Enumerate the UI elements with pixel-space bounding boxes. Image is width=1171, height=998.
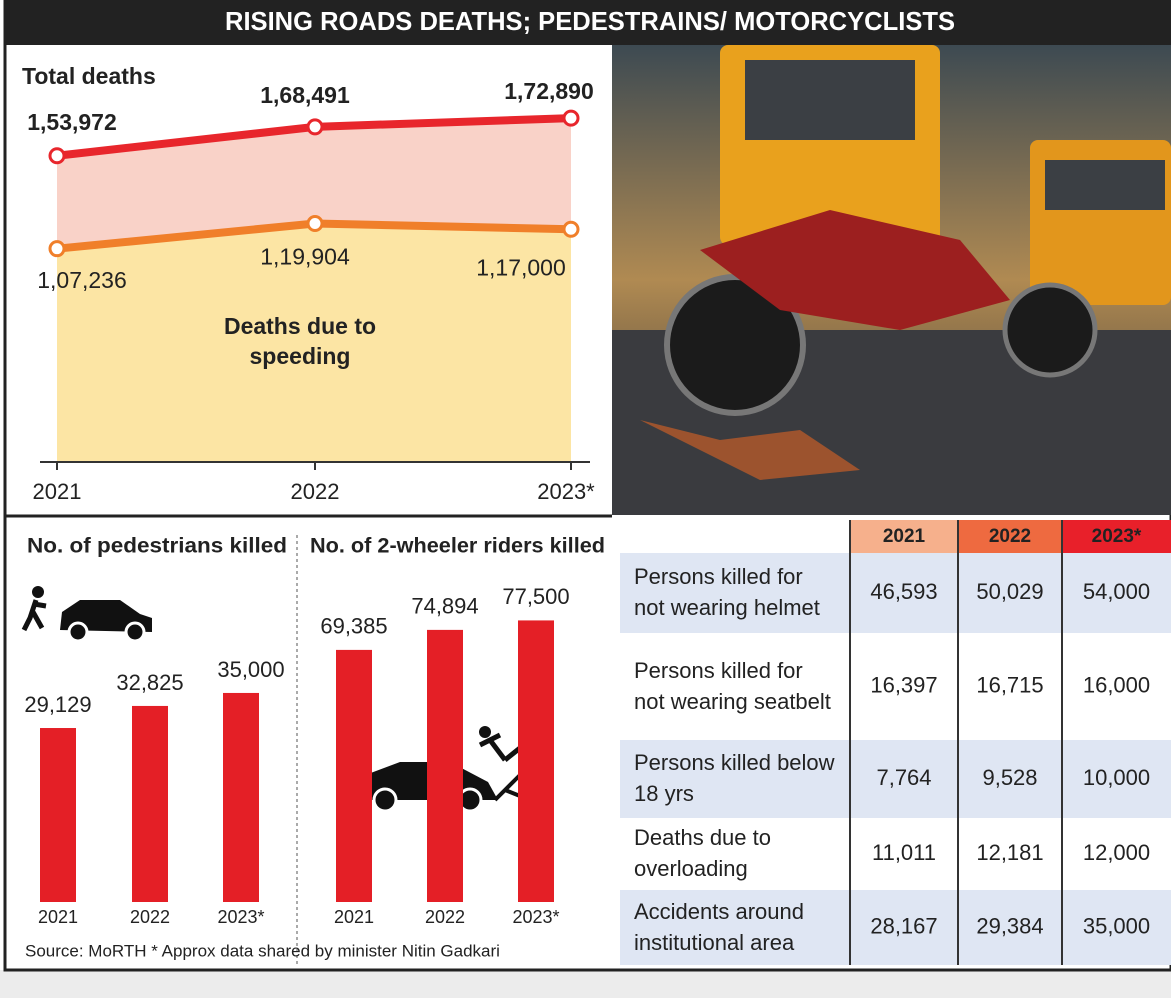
value-label: 69,385 [320,614,387,639]
chart-title: No. of 2-wheeler riders killed [310,535,605,558]
bar [518,620,554,902]
value-label: 1,17,000 [476,254,566,280]
row-label: Accidents around institutional area [634,890,839,965]
table-cell: 54,000 [1083,579,1150,604]
table-cell: 12,000 [1083,840,1150,865]
column-header: 2021 [883,526,926,547]
icon-part [126,623,144,641]
point [564,222,578,236]
point [50,149,64,163]
x-tick-label: 2022 [130,907,170,927]
canvas: RISING ROADS DEATHS; PEDESTRAINS/ MOTORC… [0,0,1171,998]
x-tick-label: 2023* [512,907,559,927]
table-cell: 10,000 [1083,765,1150,790]
source: Source: MoRTH * Approx data shared by mi… [25,941,500,960]
table-cell: 16,000 [1083,672,1150,697]
x-tick-label: 2022 [291,479,340,504]
x-tick-label: 2022 [425,907,465,927]
photo [612,45,1171,515]
point [50,242,64,256]
table-cell: 9,528 [982,765,1037,790]
column-header: 2023* [1092,526,1142,547]
title: RISING ROADS DEATHS; PEDESTRAINS/ MOTORC… [225,6,955,36]
bar [40,728,76,902]
column-header: 2022 [989,526,1031,547]
point [564,111,578,125]
value-label: 1,19,904 [260,244,350,270]
value-label: 1,07,236 [37,267,127,293]
value-label: 35,000 [217,657,284,682]
legend-label: Total deaths [22,62,156,92]
icon-part [69,623,87,641]
value-label: 32,825 [116,670,183,695]
icon-part [32,586,44,598]
table-cell: 46,593 [870,579,937,604]
infographic: RISING ROADS DEATHS; PEDESTRAINS/ MOTORC… [0,0,1171,998]
value-label: 74,894 [411,594,478,619]
point [308,120,322,134]
bar [223,693,259,902]
table-cell: 29,384 [976,913,1043,938]
x-tick-label: 2023* [217,907,264,927]
table-cell: 28,167 [870,913,937,938]
bottom-band [0,970,1171,998]
x-tick-label: 2021 [334,907,374,927]
bar [427,630,463,902]
x-tick-label: 2023* [537,479,595,504]
icon-part [479,726,491,738]
value-label: 77,500 [502,584,569,609]
x-tick-label: 2021 [38,907,78,927]
legend-label: Deaths due to speeding [200,312,400,372]
truck-window [745,60,915,140]
value-label: 29,129 [24,692,91,717]
x-tick-label: 2021 [33,479,82,504]
truck-window [1045,160,1165,210]
table-cell: 16,397 [870,672,937,697]
value-label: 1,72,890 [504,78,594,104]
table-cell: 7,764 [876,765,931,790]
row-label: Deaths due to overloading [634,818,839,890]
value-label: 1,68,491 [260,82,350,108]
row-label: Persons killed below 18 yrs [634,740,839,818]
table-cell: 11,011 [872,840,936,865]
bar [132,706,168,902]
table-cell: 50,029 [976,579,1043,604]
table-cell: 16,715 [976,672,1043,697]
point [308,216,322,230]
value-label: 1,53,972 [27,109,117,135]
bar [336,650,372,902]
row-label: Persons killed for not wearing seatbelt [634,633,839,740]
table-cell: 35,000 [1083,913,1150,938]
icon-part [374,789,396,811]
wheel [1005,285,1095,375]
row-label: Persons killed for not wearing helmet [634,553,839,633]
table-cell: 12,181 [976,840,1043,865]
chart-title: No. of pedestrians killed [27,535,287,558]
